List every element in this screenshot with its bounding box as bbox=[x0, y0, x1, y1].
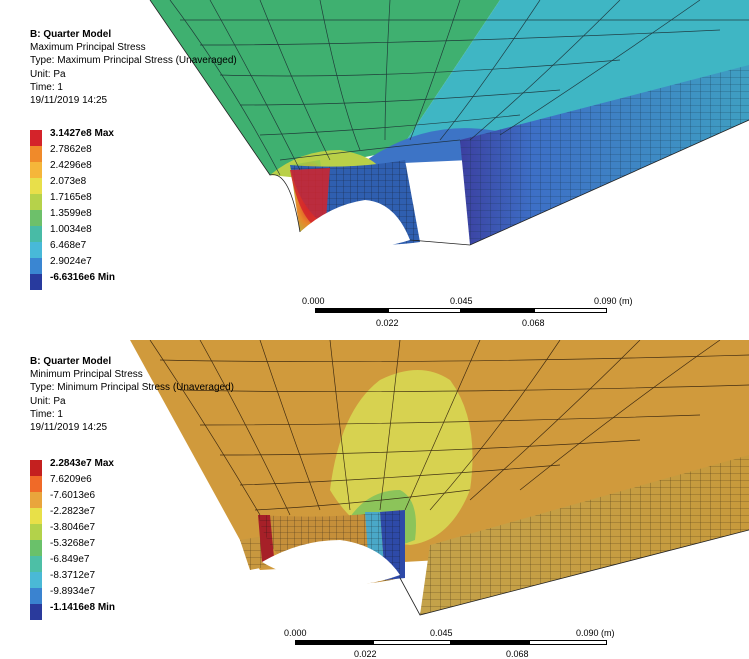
legend-label: 7.6209e6 bbox=[50, 474, 92, 485]
scale-segment bbox=[529, 640, 607, 645]
scale-segment bbox=[461, 308, 534, 313]
legend-label: 3.1427e8 Max bbox=[50, 128, 114, 139]
legend-swatch bbox=[30, 572, 42, 588]
legend-label: -6.6316e6 Min bbox=[50, 272, 116, 283]
fea-model-view-max[interactable] bbox=[0, 0, 749, 330]
scale-ruler-max: 0.000 0.045 0.090 (m) 0.022 0.068 bbox=[300, 296, 640, 330]
result-name: Minimum Principal Stress bbox=[30, 369, 143, 381]
legend-label: 2.073e8 bbox=[50, 176, 87, 187]
legend-swatch bbox=[30, 460, 42, 476]
result-date: 19/11/2019 14:25 bbox=[30, 95, 108, 107]
result-unit: Unit: Pa bbox=[30, 395, 66, 407]
legend-swatch bbox=[30, 524, 42, 540]
legend-label: 2.2843e7 Max bbox=[50, 458, 114, 469]
model-title: B: Quarter Model bbox=[30, 29, 112, 40]
legend-swatch bbox=[30, 492, 42, 508]
legend-swatch bbox=[30, 242, 42, 258]
scale-tick: 0.045 bbox=[430, 628, 453, 638]
legend-label: 2.9024e7 bbox=[50, 256, 92, 267]
legend-label: -3.8046e7 bbox=[50, 522, 96, 533]
result-name: Maximum Principal Stress bbox=[30, 42, 146, 54]
legend-swatch bbox=[30, 162, 42, 178]
color-legend-max: 3.1427e8 Max 2.7862e8 2.4296e8 2.073e8 1.716… bbox=[30, 128, 170, 290]
legend-label: 2.7862e8 bbox=[50, 144, 92, 155]
result-date: 19/11/2019 14:25 bbox=[30, 422, 108, 434]
scale-tick: 0.000 bbox=[284, 628, 307, 638]
scale-tick: 0.022 bbox=[376, 318, 399, 328]
legend-label: -8.3712e7 bbox=[50, 570, 96, 581]
scale-tick: 0.068 bbox=[506, 649, 529, 659]
legend-label: -1.1416e8 Min bbox=[50, 602, 116, 613]
fea-model-view-min[interactable] bbox=[0, 340, 749, 659]
scale-segment bbox=[388, 308, 461, 313]
max-principal-stress-panel: B: Quarter Model Maximum Principal Stres… bbox=[0, 0, 749, 330]
scale-tick: 0.068 bbox=[522, 318, 545, 328]
scale-segment bbox=[295, 640, 373, 645]
legend-label: 1.7165e8 bbox=[50, 192, 92, 203]
legend-swatch bbox=[30, 556, 42, 572]
result-time: Time: 1 bbox=[30, 81, 63, 93]
model-title: B: Quarter Model bbox=[30, 356, 112, 367]
legend-label: 6.468e7 bbox=[50, 240, 87, 251]
legend-label: 2.4296e8 bbox=[50, 160, 92, 171]
scale-segment bbox=[373, 640, 451, 645]
scale-tick: 0.045 bbox=[450, 296, 473, 306]
scale-tick: 0.000 bbox=[302, 296, 325, 306]
legend-label: -2.2823e7 bbox=[50, 506, 96, 517]
legend-swatch bbox=[30, 146, 42, 162]
legend-swatch bbox=[30, 226, 42, 242]
legend-label: -7.6013e6 bbox=[50, 490, 96, 501]
scale-segment bbox=[451, 640, 529, 645]
legend-swatch bbox=[30, 476, 42, 492]
legend-label: 1.0034e8 bbox=[50, 224, 92, 235]
min-principal-stress-panel: B: Quarter Model Minimum Principal Stres… bbox=[0, 340, 749, 659]
scale-tick: 0.090 (m) bbox=[594, 296, 633, 306]
scale-ruler-min: 0.000 0.045 0.090 (m) 0.022 0.068 bbox=[280, 628, 640, 659]
legend-label: -9.8934e7 bbox=[50, 586, 96, 597]
legend-swatch bbox=[30, 588, 42, 604]
legend-swatch bbox=[30, 258, 42, 274]
legend-label: -6.849e7 bbox=[50, 554, 90, 565]
color-legend-min: 2.2843e7 Max 7.6209e6 -7.6013e6 -2.2823e7 -3… bbox=[30, 458, 170, 620]
legend-swatch bbox=[30, 194, 42, 210]
legend-swatch bbox=[30, 178, 42, 194]
legend-swatch bbox=[30, 540, 42, 556]
result-info-min: B: Quarter Model Minimum Principal Stres… bbox=[30, 355, 234, 434]
legend-swatch bbox=[30, 274, 42, 290]
legend-label: -5.3268e7 bbox=[50, 538, 96, 549]
legend-swatch bbox=[30, 604, 42, 620]
scale-tick: 0.090 (m) bbox=[576, 628, 615, 638]
legend-label: 1.3599e8 bbox=[50, 208, 92, 219]
result-type: Type: Minimum Principal Stress (Unaverag… bbox=[30, 382, 234, 394]
result-time: Time: 1 bbox=[30, 408, 63, 420]
result-type: Type: Maximum Principal Stress (Unaverag… bbox=[30, 55, 237, 67]
result-unit: Unit: Pa bbox=[30, 68, 66, 80]
legend-swatch bbox=[30, 210, 42, 226]
scale-tick: 0.022 bbox=[354, 649, 377, 659]
scale-segment bbox=[534, 308, 607, 313]
scale-segment bbox=[315, 308, 388, 313]
legend-swatch bbox=[30, 130, 42, 146]
legend-swatch bbox=[30, 508, 42, 524]
result-info-max: B: Quarter Model Maximum Principal Stres… bbox=[30, 28, 237, 107]
